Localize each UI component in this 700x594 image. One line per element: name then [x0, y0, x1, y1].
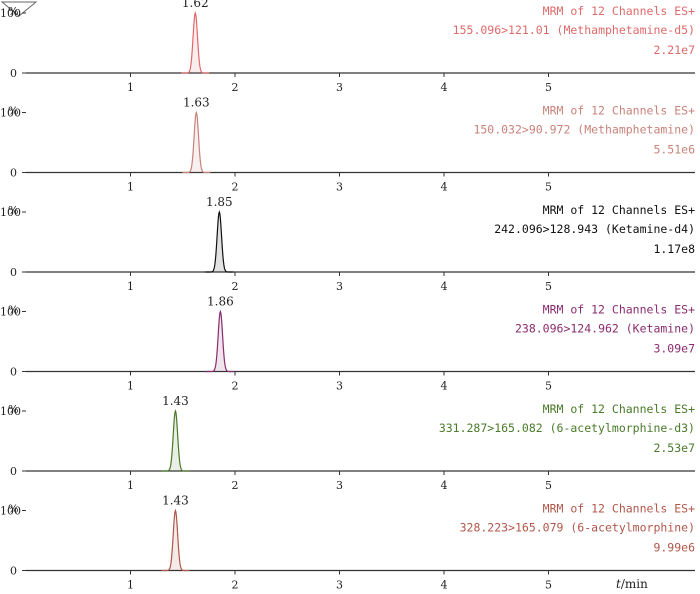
x-tick-label: 5 [545, 479, 552, 492]
panel-3: %100 0 1 2 3 4 5 1.85 MRM of 12 Channels ES+ 242.… [0, 195, 695, 293]
panel-intensity: 9.99e6 [653, 541, 695, 555]
peak-label: 1.43 [162, 494, 189, 508]
panel-transition: 238.096>124.962 (Ketamine) [515, 322, 695, 336]
panel-title: MRM of 12 Channels ES+ [543, 104, 695, 118]
x-tick-label: 4 [441, 181, 448, 194]
x-tick-label: 2 [232, 579, 239, 592]
peak-label: 1.85 [206, 195, 233, 209]
x-tick-label: 5 [545, 280, 552, 293]
panel-title: MRM of 12 Channels ES+ [543, 402, 695, 416]
peak-fill [182, 112, 211, 173]
y-tick-label-0: 0 [10, 67, 17, 80]
x-tick-label: 1 [127, 380, 134, 393]
panel-2: %100 0 1 2 3 4 5 1.63 MRM of 12 Channels ES+ 150.… [0, 96, 695, 194]
x-tick-label: 1 [127, 479, 134, 492]
panel-4: %100 0 1 2 3 4 5 1.86 MRM of 12 Channels ES+ 238.… [0, 295, 695, 393]
x-tick-label: 5 [545, 579, 552, 592]
peak-fill [181, 13, 210, 73]
x-tick-label: 3 [336, 479, 343, 492]
panel-transition: 242.096>128.943 (Ketamine-d4) [494, 222, 695, 236]
y-axis-label: % [8, 403, 18, 416]
peak-fill [161, 411, 190, 471]
panel-title: MRM of 12 Channels ES+ [543, 203, 695, 217]
x-tick-label: 4 [441, 579, 448, 592]
y-tick-label-0: 0 [10, 366, 17, 379]
panel-5: %100 0 1 2 3 4 5 1.43 MRM of 12 Channels ES+ 331.… [0, 394, 695, 492]
peak-trace [181, 11, 210, 74]
x-tick-label: 1 [127, 81, 134, 94]
panel-intensity: 5.51e6 [653, 143, 695, 157]
x-tick-label: 4 [441, 81, 448, 94]
panel-transition: 328.223>165.079 (6-acetylmorphine) [460, 521, 695, 535]
panel-intensity: 3.09e7 [653, 342, 695, 356]
x-tick-label: 1 [127, 579, 134, 592]
y-tick-label-0: 0 [10, 565, 17, 578]
peak-trace [205, 210, 234, 273]
panel-title: MRM of 12 Channels ES+ [543, 4, 695, 18]
peak-fill [205, 212, 234, 272]
panel-title: MRM of 12 Channels ES+ [543, 303, 695, 317]
x-tick-label: 2 [232, 479, 239, 492]
x-tick-label: 3 [336, 579, 343, 592]
y-tick-label-100: 100 [0, 107, 21, 120]
panel-1: %100 0 1 2 3 4 5 1.62 MRM of 12 Channels ES+ 155.… [0, 0, 695, 94]
panel-transition: 150.032>90.972 (Methamphetamine) [473, 123, 695, 137]
peak-trace [182, 110, 211, 174]
y-axis-label: % [8, 304, 18, 317]
y-tick-label-100: 100 [0, 7, 21, 20]
y-tick-label-0: 0 [10, 167, 17, 180]
x-tick-label: 1 [127, 181, 134, 194]
y-tick-label-100: 100 [0, 306, 21, 319]
x-tick-label: 2 [232, 280, 239, 293]
x-tick-label: 3 [336, 280, 343, 293]
peak-fill [161, 510, 190, 571]
peak-label: 1.43 [162, 394, 189, 408]
x-tick-label: 3 [336, 81, 343, 94]
panel-intensity: 2.53e7 [653, 441, 695, 455]
peak-label: 1.63 [183, 96, 210, 110]
y-axis-label: % [8, 204, 18, 217]
panel-intensity: 1.17e8 [653, 242, 695, 256]
peak-label: 1.62 [182, 0, 209, 10]
panel-transition: 155.096>121.01 (Methamphetamine-d5) [453, 23, 695, 37]
x-axis-label: t/min [616, 577, 648, 591]
y-axis-label: % [8, 5, 18, 18]
x-tick-label: 2 [232, 81, 239, 94]
panel-title: MRM of 12 Channels ES+ [543, 502, 695, 516]
y-axis-label: % [8, 503, 18, 516]
x-tick-label: 5 [545, 81, 552, 94]
y-tick-label-0: 0 [10, 465, 17, 478]
x-tick-label: 2 [232, 380, 239, 393]
x-tick-label: 3 [336, 380, 343, 393]
panel-transition: 331.287>165.082 (6-acetylmorphine-d3) [439, 421, 695, 435]
peak-fill [206, 311, 235, 372]
y-tick-label-100: 100 [0, 505, 21, 518]
peak-label: 1.86 [207, 295, 234, 309]
x-tick-label: 2 [232, 181, 239, 194]
panel-intensity: 2.21e7 [653, 43, 695, 57]
peak-trace [161, 508, 190, 572]
x-axis-label-text: t/min [616, 577, 648, 591]
marker-triangle-icon [0, 1, 38, 17]
y-tick-label-100: 100 [0, 206, 21, 219]
x-axis-label-unit: /min [621, 577, 648, 591]
y-tick-label-0: 0 [10, 266, 17, 279]
x-tick-label: 3 [336, 181, 343, 194]
peak-trace [161, 409, 190, 472]
peak-trace [206, 309, 235, 373]
x-tick-label: 5 [545, 181, 552, 194]
x-axis-label-variable: t [616, 577, 621, 591]
y-axis-label: % [8, 105, 18, 118]
x-tick-label: 1 [127, 280, 134, 293]
panel-6: %100 0 1 2 3 4 5 1.43 MRM of 12 Channels ES+ 328.… [0, 494, 695, 592]
x-tick-label: 5 [545, 380, 552, 393]
x-tick-label: 4 [441, 380, 448, 393]
x-tick-label: 4 [441, 479, 448, 492]
x-tick-label: 4 [441, 280, 448, 293]
y-tick-label-100: 100 [0, 405, 21, 418]
